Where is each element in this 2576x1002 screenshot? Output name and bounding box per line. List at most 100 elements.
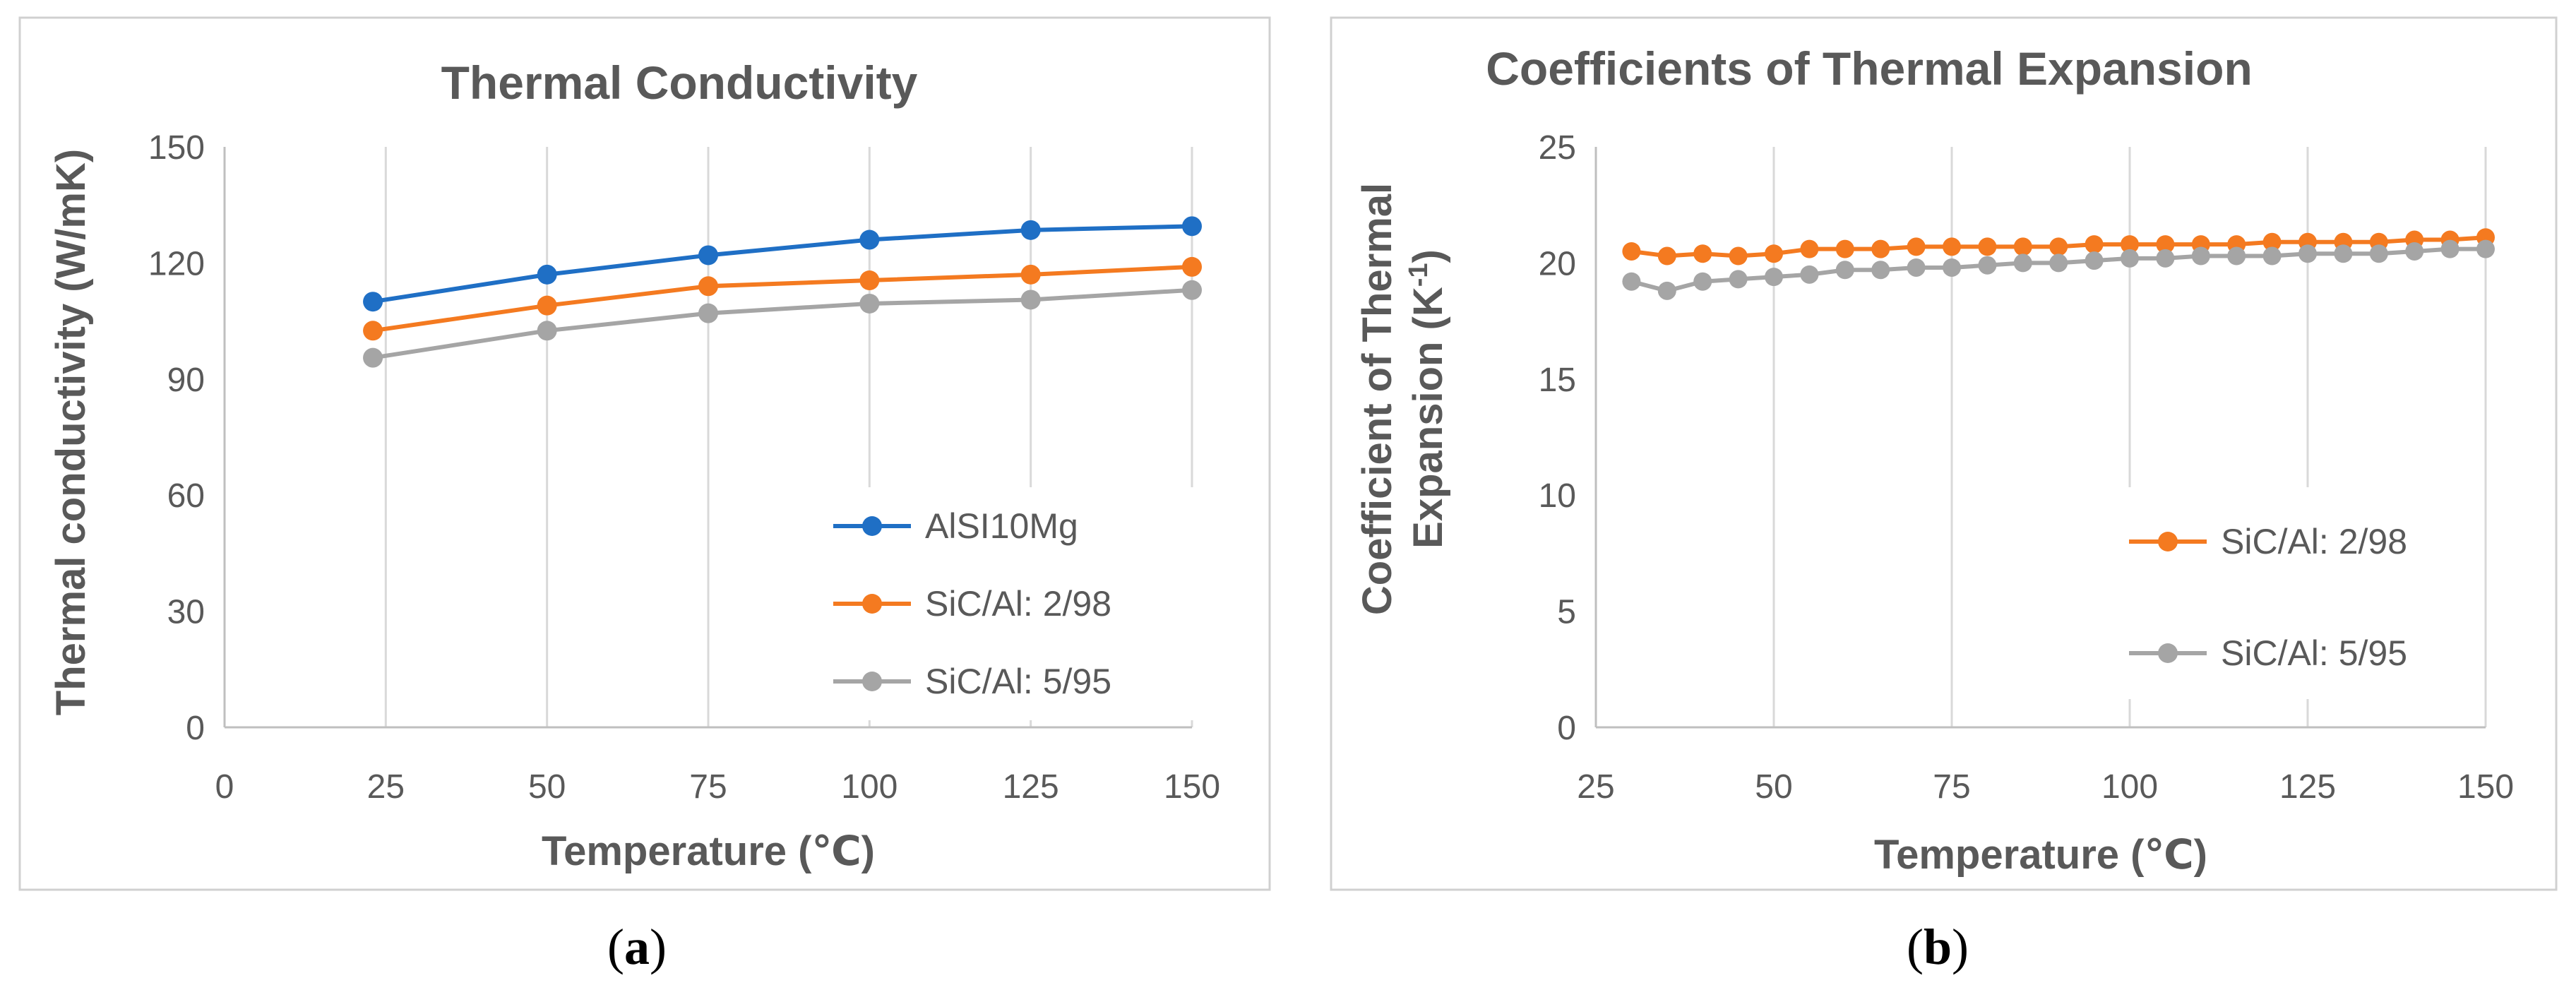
chartb-series-0-point xyxy=(1800,239,1819,258)
chartb-series-1-point xyxy=(1978,256,1997,275)
charta-y-tick-label: 30 xyxy=(167,594,205,631)
charta-x-axis-label: Temperature (℃) xyxy=(542,828,875,874)
charta-series-0-point xyxy=(363,292,383,312)
chartb-x-tick-label: 25 xyxy=(1577,768,1614,806)
chartb-y-tick-label: 5 xyxy=(1557,594,1576,631)
chartb-series-1-point xyxy=(1729,270,1748,289)
chartb-series-0-point xyxy=(2156,235,2175,254)
charta-series-2-point xyxy=(698,303,718,323)
charta-frame xyxy=(18,16,1271,891)
chartb-series-1-point xyxy=(2262,246,2282,266)
chartb-x-axis-label: Temperature (℃) xyxy=(1874,832,2207,878)
chartb-series-0-point xyxy=(1693,244,1712,263)
charta-legend-swatch-marker xyxy=(862,672,882,691)
chartb-series-1-point xyxy=(2369,244,2388,263)
chartb-y-tick-label: 15 xyxy=(1539,362,1576,399)
chartb-series-1-point xyxy=(2049,254,2068,273)
charta-x-tick-label: 100 xyxy=(841,768,898,806)
chartb-series-0-point xyxy=(2262,232,2282,251)
chartb-series-0-point xyxy=(1835,239,1854,258)
charta-y-tick-label: 60 xyxy=(167,477,205,515)
chartb-series-0-point xyxy=(1729,246,1748,266)
chartb-y-tick-label: 25 xyxy=(1539,129,1576,167)
chartb-series-1-point xyxy=(2440,239,2459,258)
chartb-y-axis-label-line2: Expansion (K-1) xyxy=(1404,249,1451,549)
chartb-y-tick-label: 20 xyxy=(1539,245,1576,282)
chartb-series-1-point xyxy=(1871,261,1890,280)
charta-x-tick-label: 50 xyxy=(528,768,566,806)
charta-series-2-point xyxy=(859,293,880,314)
chartb-title: Coefficients of Thermal Expansion xyxy=(1486,42,2253,95)
charta-series-1-point xyxy=(698,276,718,297)
charta-series-0-point xyxy=(859,229,880,250)
charta-series-1-line xyxy=(372,264,1193,333)
charta-series-2-line xyxy=(372,287,1193,360)
chartb-series-1-point xyxy=(1835,261,1854,280)
chartb-series-1-point xyxy=(2156,249,2175,268)
chartb-series-1-point xyxy=(1765,268,1783,287)
charta-series-1-point xyxy=(1182,256,1202,277)
charta-legend-swatch-marker xyxy=(862,594,882,614)
charta-series-1-point xyxy=(859,270,880,291)
charta-y-tick-label: 0 xyxy=(186,710,205,747)
charta-series-0-line xyxy=(372,224,1193,304)
chartb-series-1-point xyxy=(1943,258,1961,277)
chartb-series-0-point xyxy=(1943,237,1961,256)
chartb-x-tick-label: 75 xyxy=(1933,768,1970,806)
caption-a: (a) xyxy=(607,919,667,975)
chartb-series-1-point xyxy=(1622,272,1641,291)
charta-y-tick-label: 150 xyxy=(148,129,205,167)
charta-x-tick-label: 75 xyxy=(689,768,727,806)
chartb-x-tick-label: 125 xyxy=(2279,768,2336,806)
charta-legend-label: SiC/Al: 2/98 xyxy=(925,584,1111,624)
charta-y-axis-label: Thermal conductivity (W/mK) xyxy=(48,149,94,715)
chartb-series-0-point xyxy=(1907,237,1926,256)
chartb-series-1-point xyxy=(1800,265,1819,284)
charta-series-2-point xyxy=(1020,290,1041,310)
chartb-series-1-point xyxy=(2121,249,2139,268)
charta-legend-label: SiC/Al: 5/95 xyxy=(925,662,1111,701)
chartb-legend-bg xyxy=(2115,487,2482,699)
charta-x-tick-label: 125 xyxy=(1003,768,1059,806)
charta-y-tick-label: 120 xyxy=(148,245,205,282)
chartb-legend-swatch-marker xyxy=(2158,643,2178,663)
chartb-series-0-point xyxy=(1657,246,1676,266)
charta-series-0-point xyxy=(698,245,718,266)
chartb-series-1-point xyxy=(2085,251,2104,270)
chartb-series-1-point xyxy=(2334,244,2353,263)
charta-y-tick-label: 90 xyxy=(167,362,205,399)
chartb-series-0-point xyxy=(1622,241,1641,261)
chartb-series-1-point xyxy=(2405,241,2424,261)
chartb-series-1-point xyxy=(1693,272,1712,291)
charta-x-tick-label: 25 xyxy=(367,768,405,806)
charta-series-1-point xyxy=(1020,264,1041,285)
chartb-series-1-point xyxy=(2298,244,2317,263)
chartb-series-0-point xyxy=(2085,235,2104,254)
charta-series-2-point xyxy=(363,347,383,368)
chartb-x-tick-label: 50 xyxy=(1755,768,1792,806)
chartb-series-1-point xyxy=(2191,246,2210,266)
chartb-frame xyxy=(1330,16,2558,891)
chartb-legend-label: SiC/Al: 2/98 xyxy=(2221,522,2407,561)
charta-x-tick-label: 0 xyxy=(215,768,234,806)
chartb-series-0-point xyxy=(1765,244,1783,263)
charta-series-0-point xyxy=(1182,216,1202,237)
charta-series-0-point xyxy=(1020,220,1041,240)
charta-series-1-point xyxy=(537,295,557,316)
caption-b: (b) xyxy=(1907,919,1969,975)
chartb-series-1-point xyxy=(2227,246,2246,266)
charta-series-2-point xyxy=(537,321,557,341)
chartb-y-tick-label: 10 xyxy=(1539,477,1576,515)
chartb-series-1-point xyxy=(2013,254,2032,273)
chartb-x-tick-label: 150 xyxy=(2457,768,2514,806)
chartb-series-1-point xyxy=(1907,258,1926,277)
charta-x-tick-label: 150 xyxy=(1164,768,1220,806)
chartb-series-0-point xyxy=(2049,237,2068,256)
chartb-series-1-point xyxy=(1657,281,1676,300)
chartb-series-1-point xyxy=(2476,239,2495,258)
chartb-legend-label: SiC/Al: 5/95 xyxy=(2221,633,2407,673)
chartb-series-0-point xyxy=(2121,235,2139,254)
chartb-series-0-point xyxy=(1978,237,1997,256)
charta-legend-swatch-marker xyxy=(862,516,882,536)
